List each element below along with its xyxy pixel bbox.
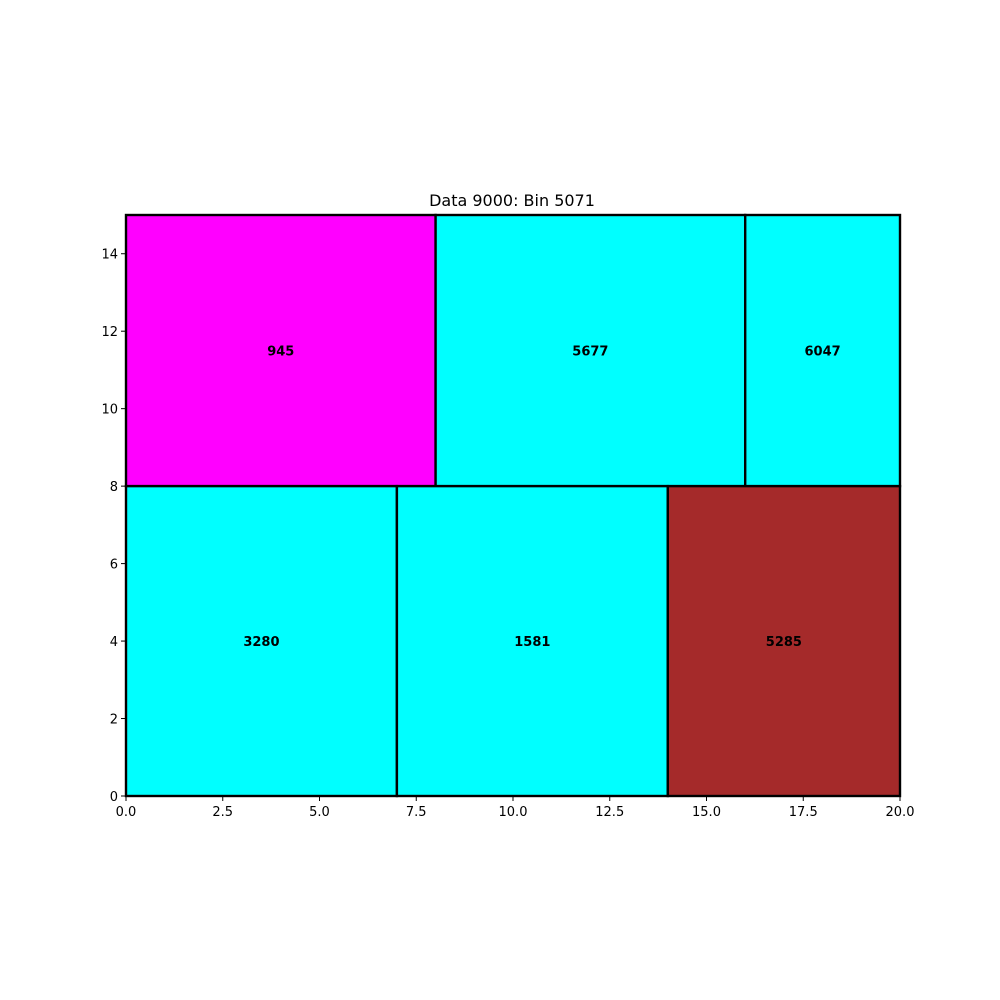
x-tick-label: 5.0 <box>309 805 330 820</box>
treemap-label-945: 945 <box>267 345 294 360</box>
treemap-rect-5285 <box>666 484 902 798</box>
treemap-label-1581: 1581 <box>514 635 550 650</box>
y-tick-label: 12 <box>101 325 118 340</box>
treemap-label-5677: 5677 <box>572 345 608 360</box>
chart-title: Data 9000: Bin 5071 <box>429 191 595 210</box>
y-tick-label: 2 <box>110 713 118 728</box>
x-tick-label: 15.0 <box>692 805 721 820</box>
x-tick-label: 0.0 <box>116 805 137 820</box>
treemap-rect-1581 <box>395 484 669 798</box>
y-tick-label: 4 <box>110 635 118 650</box>
y-tick-label: 8 <box>110 480 118 495</box>
treemap-label-5285: 5285 <box>766 635 802 650</box>
x-tick-label: 7.5 <box>406 805 427 820</box>
y-tick-label: 0 <box>110 790 118 805</box>
x-tick-label: 2.5 <box>212 805 233 820</box>
treemap-rect-5677 <box>434 213 747 488</box>
treemap-labels: 945 5677 6047 3280 1581 5285 <box>243 345 840 650</box>
treemap-label-3280: 3280 <box>243 635 279 650</box>
x-tick-label: 20.0 <box>886 805 915 820</box>
y-tick-label: 14 <box>101 248 118 263</box>
x-axis-ticks: 0.0 2.5 5.0 7.5 10.0 12.5 15.0 17.5 20.0 <box>116 796 915 820</box>
x-tick-label: 17.5 <box>789 805 818 820</box>
treemap-rect-945 <box>124 213 437 488</box>
y-axis-ticks: 0 2 4 6 8 10 12 14 <box>101 248 126 805</box>
treemap-label-6047: 6047 <box>805 345 841 360</box>
treemap-rect-3280 <box>124 484 399 798</box>
x-tick-label: 12.5 <box>595 805 624 820</box>
y-tick-label: 10 <box>101 403 118 418</box>
treemap-rectangles <box>124 213 902 798</box>
y-tick-label: 6 <box>110 558 118 573</box>
x-tick-label: 10.0 <box>499 805 528 820</box>
